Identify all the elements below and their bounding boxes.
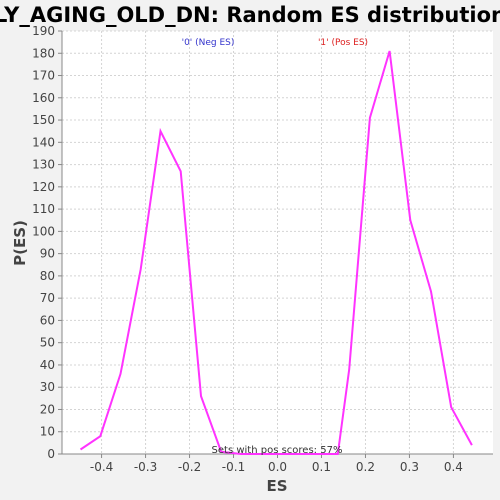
x-tick-label: 0.0 bbox=[268, 460, 287, 474]
y-tick-label: 90 bbox=[40, 247, 55, 261]
y-tick-label: 180 bbox=[32, 46, 55, 60]
y-tick-label: 20 bbox=[40, 402, 55, 416]
pos-es-annotation: '1' (Pos ES) bbox=[318, 38, 368, 48]
series-line bbox=[79, 50, 473, 455]
y-tick-label: 80 bbox=[40, 269, 55, 283]
plot-area-group: 0 10 20 30 40 50 60 70 80 90 100 110 120 130 140 150 160… bbox=[32, 24, 493, 474]
x-tick-label: 0.4 bbox=[444, 460, 463, 474]
x-tick-label: -0.2 bbox=[178, 460, 201, 474]
y-tick-label: 40 bbox=[40, 358, 55, 372]
y-tick-label: 50 bbox=[40, 336, 55, 350]
y-tick-label: 70 bbox=[40, 291, 55, 305]
y-tick-label: 150 bbox=[32, 113, 55, 127]
x-tick-label: -0.1 bbox=[222, 460, 245, 474]
y-tick-label: 100 bbox=[32, 224, 55, 238]
y-tick-label: 30 bbox=[40, 380, 55, 394]
neg-es-annotation: '0' (Neg ES) bbox=[182, 38, 235, 48]
y-tick-label: 0 bbox=[47, 447, 55, 461]
footnote: Sets with pos scores: 57% bbox=[212, 445, 343, 456]
x-tick-label: 0.2 bbox=[356, 460, 375, 474]
y-tick-label: 120 bbox=[32, 180, 55, 194]
y-tick-label: 110 bbox=[32, 202, 55, 216]
y-tick-label: 170 bbox=[32, 69, 55, 83]
x-tick-label: 0.1 bbox=[312, 460, 331, 474]
x-tick-label: 0.3 bbox=[400, 460, 419, 474]
y-tick-label: 190 bbox=[32, 24, 55, 38]
y-tick-label: 10 bbox=[40, 425, 55, 439]
y-tick-label: 140 bbox=[32, 135, 55, 149]
chart-title: LY_AGING_OLD_DN: Random ES distribution bbox=[0, 3, 500, 27]
y-tick-label: 130 bbox=[32, 158, 55, 172]
y-tick-label: 60 bbox=[40, 313, 55, 327]
x-axis-label: ES bbox=[266, 477, 287, 495]
plot-area bbox=[62, 31, 493, 454]
y-axis-label: P(ES) bbox=[11, 220, 29, 266]
x-tick-label: -0.4 bbox=[90, 460, 113, 474]
y-tick-label: 160 bbox=[32, 91, 55, 105]
x-tick-label: -0.3 bbox=[134, 460, 157, 474]
